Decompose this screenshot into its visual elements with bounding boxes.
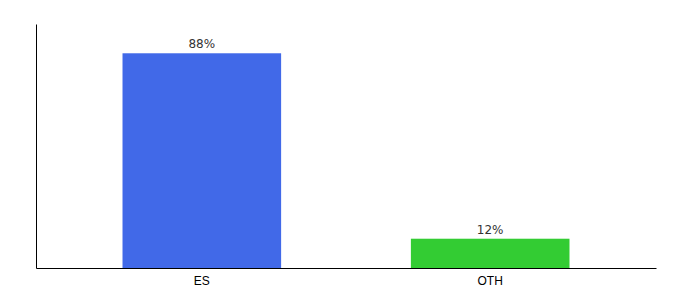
x-tick-label: OTH (478, 274, 503, 288)
bars (123, 53, 570, 268)
data-label: 12% (477, 223, 504, 237)
x-axis-line (37, 268, 657, 269)
x-tick-label: ES (194, 274, 210, 288)
data-label: 88% (188, 37, 215, 51)
x-tick: ES (194, 274, 210, 288)
y-axis (36, 25, 37, 269)
plot: ES OTH 88% 12% (37, 25, 657, 288)
chart: ES OTH 88% 12% (0, 0, 680, 300)
data-labels: 88% 12% (188, 37, 503, 236)
bar (123, 53, 282, 268)
y-axis-line (36, 25, 37, 269)
bar (411, 239, 570, 268)
x-axis: ES OTH (37, 269, 657, 288)
x-tick: OTH (478, 274, 503, 288)
